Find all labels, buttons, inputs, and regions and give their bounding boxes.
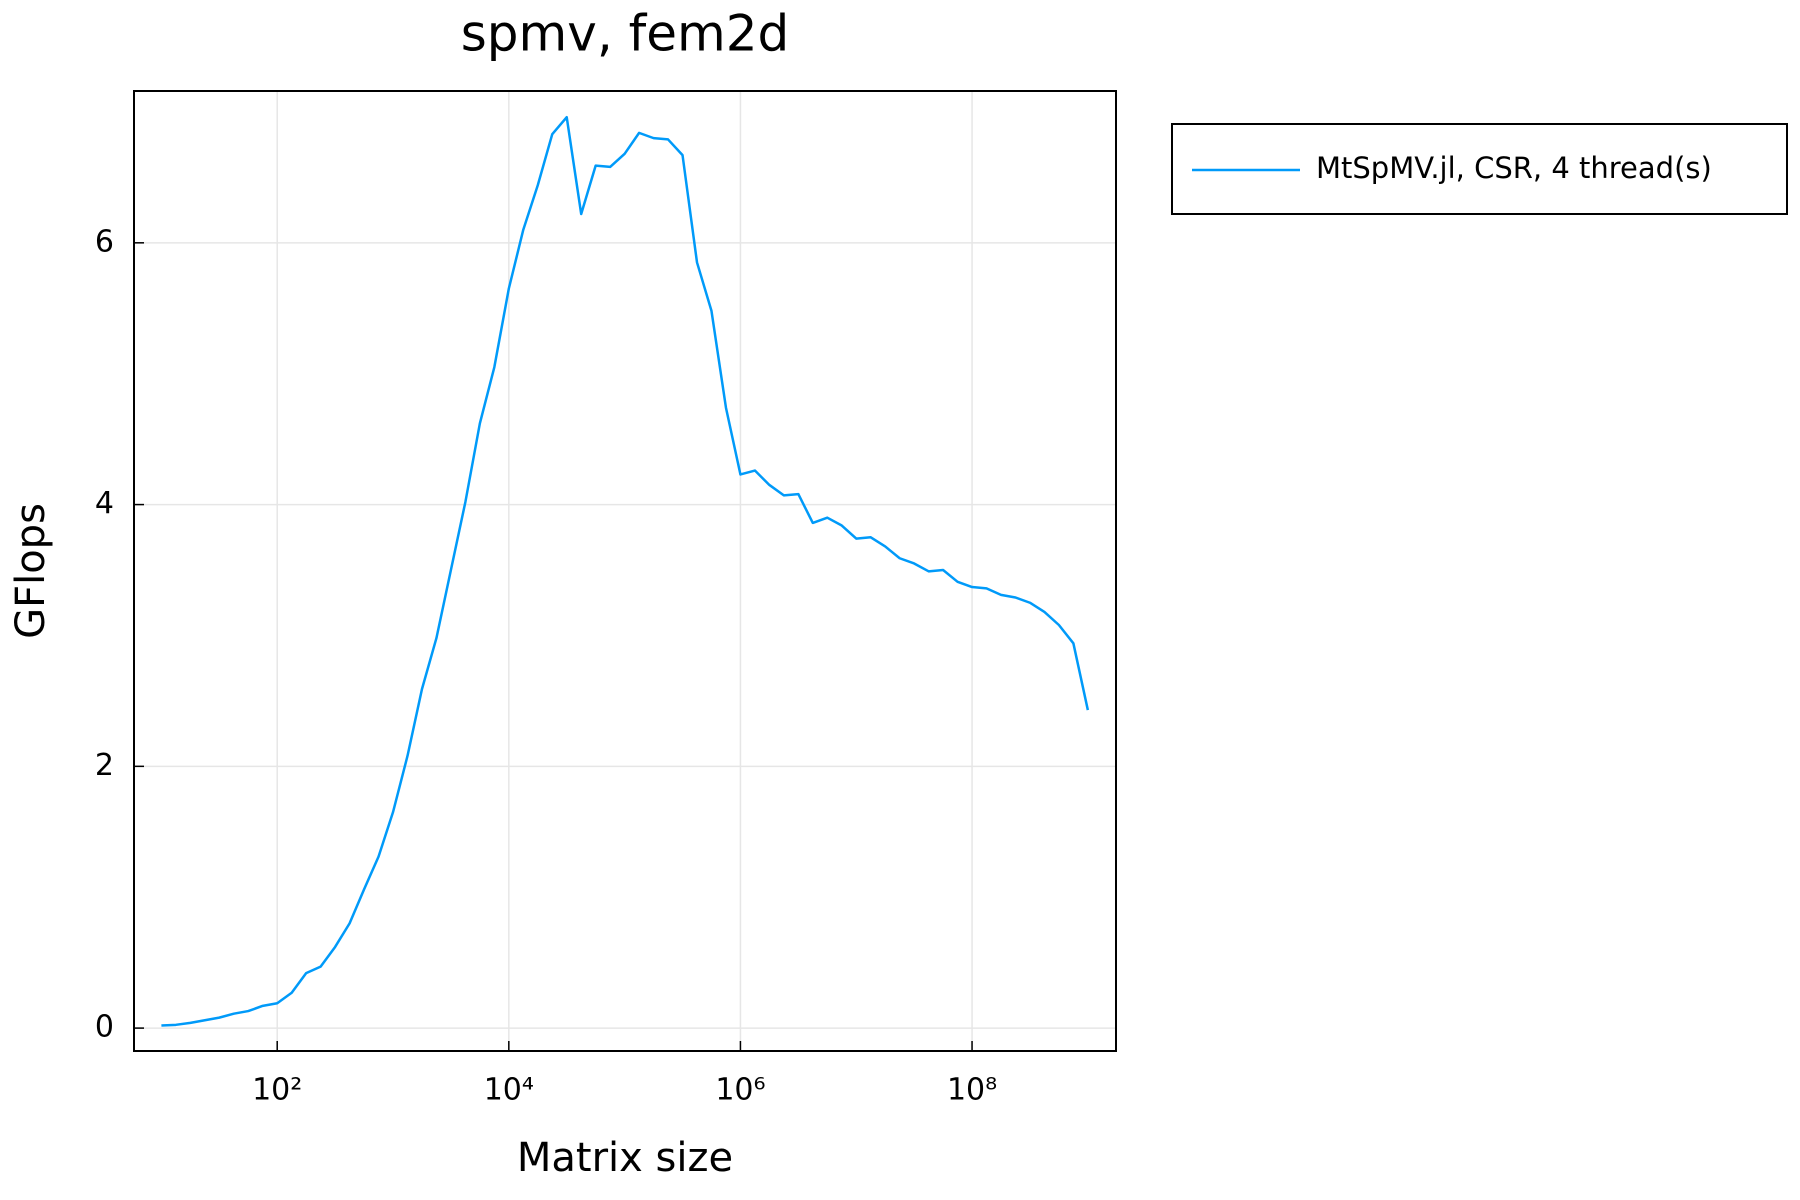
y-tick-label: 0	[95, 1010, 114, 1045]
x-tick-label: 10⁶	[715, 1073, 765, 1108]
x-tick-label: 10²	[252, 1073, 302, 1108]
plot-frame	[133, 90, 1117, 1052]
x-tick-label: 10⁴	[484, 1073, 534, 1108]
y-tick-label: 4	[95, 486, 114, 521]
chart-title: spmv, fem2d	[461, 5, 790, 63]
y-tick-label: 6	[95, 224, 114, 259]
data-line	[161, 115, 1090, 1027]
x-axis-label: Matrix size	[517, 1135, 733, 1181]
x-tick-label: 10⁸	[947, 1073, 997, 1108]
legend-label: MtSpMV.jl, CSR, 4 thread(s)	[1316, 151, 1712, 185]
y-axis-label: GFlops	[8, 503, 54, 639]
y-tick-label: 2	[95, 748, 114, 783]
